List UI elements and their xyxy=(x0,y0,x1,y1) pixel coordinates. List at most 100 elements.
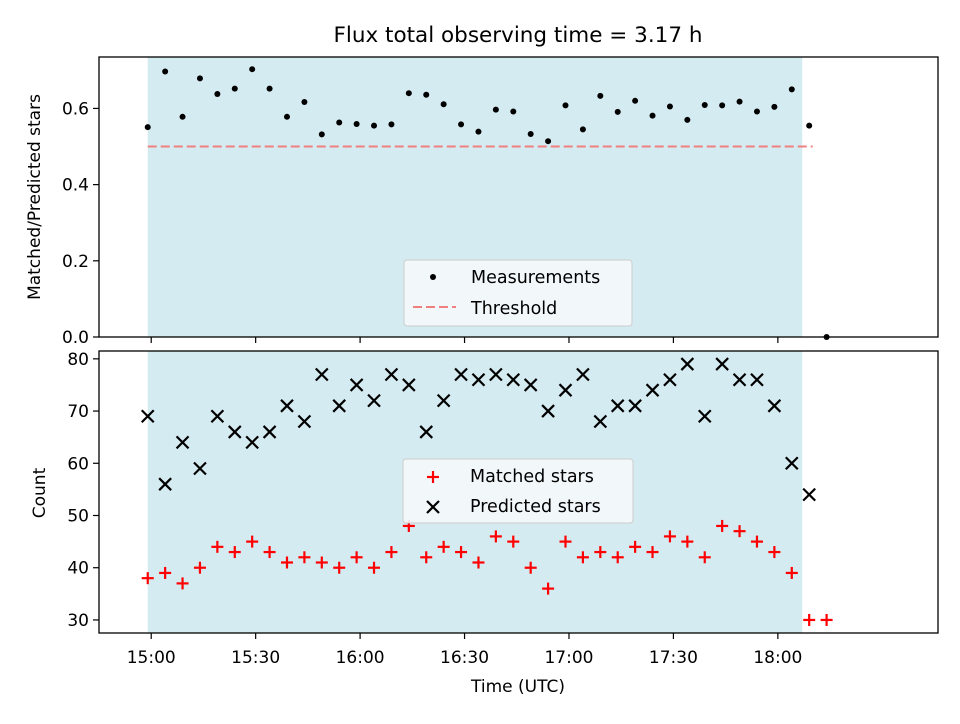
matched-star-point xyxy=(159,566,172,579)
legend-threshold-label: Threshold xyxy=(470,299,557,319)
matched-star-point xyxy=(385,546,398,559)
bottom-y-tick-label: 50 xyxy=(67,507,89,527)
legend-predicted-label: Predicted stars xyxy=(470,497,601,517)
measurement-point xyxy=(162,68,169,75)
measurement-point xyxy=(196,75,203,82)
x-tick-label: 18:00 xyxy=(753,648,802,668)
legend-matched-label: Matched stars xyxy=(470,467,594,487)
measurement-point xyxy=(614,108,621,115)
predicted-star-point xyxy=(663,372,677,387)
predicted-star-point xyxy=(402,378,416,392)
top-plot-frame xyxy=(98,56,939,338)
bottom-panel: 30 40 50 60 70 80 15:00 15:30 16:00 16:30 17:00 17… xyxy=(30,350,939,697)
predicted-star-point xyxy=(767,399,782,413)
measurement-point xyxy=(214,90,221,97)
predicted-star-point xyxy=(506,372,521,387)
legend-predicted-marker xyxy=(426,500,440,514)
matched-star-point xyxy=(228,546,241,559)
matched-star-point xyxy=(785,566,798,579)
top-legend: Measurements Threshold xyxy=(403,259,633,327)
matched-star-point xyxy=(507,535,520,548)
predicted-star-point xyxy=(471,372,486,387)
bottom-legend-box xyxy=(402,458,634,524)
measurement-point xyxy=(684,116,691,123)
measurement-point xyxy=(771,103,778,110)
matched-star-point xyxy=(211,540,224,553)
matched-star-point xyxy=(576,551,589,564)
measurement-point xyxy=(458,121,465,128)
measurement-point xyxy=(283,113,290,120)
predicted-star-point xyxy=(332,399,346,413)
x-tick-label: 16:30 xyxy=(440,648,489,668)
x-tick-label: 15:30 xyxy=(231,648,280,668)
matched-star-point xyxy=(524,561,537,574)
predicted-star-point xyxy=(750,372,764,387)
matched-star-point xyxy=(629,540,642,553)
measurement-point xyxy=(527,130,534,137)
predicted-star-point xyxy=(227,425,242,439)
matched-star-point xyxy=(594,546,607,559)
predicted-star-point xyxy=(541,404,555,418)
predicted-star-point xyxy=(419,425,434,439)
matched-star-point xyxy=(698,551,711,564)
measurement-point xyxy=(249,66,256,73)
bottom-y-tick-label: 80 xyxy=(67,350,89,370)
top-x-ticks xyxy=(150,337,779,343)
matched-star-point xyxy=(472,556,485,569)
predicted-star-point xyxy=(280,399,294,413)
matched-star-point xyxy=(733,525,746,538)
matched-star-point xyxy=(768,546,781,559)
legend-matched-marker xyxy=(427,471,439,483)
predicted-star-point xyxy=(349,378,364,392)
top-y-tick-label: 0.0 xyxy=(62,328,89,348)
matched-star-point xyxy=(176,577,189,590)
predicted-star-point xyxy=(193,461,207,476)
matched-star-point xyxy=(646,546,659,559)
matched-star-point xyxy=(489,530,502,543)
matched-star-point xyxy=(315,556,328,569)
matched-star-point xyxy=(141,572,154,585)
matched-star-point xyxy=(368,561,381,574)
predicted-star-point xyxy=(558,383,573,397)
measurement-point xyxy=(597,92,604,99)
top-y-tick-label: 0.6 xyxy=(62,99,89,119)
x-tick-label: 16:00 xyxy=(336,648,385,668)
legend-matched-plus xyxy=(427,471,439,483)
predicted-star-point xyxy=(384,367,399,382)
bottom-plot-frame xyxy=(98,350,939,634)
matched-star-point xyxy=(193,561,206,574)
measurement-point xyxy=(440,101,447,108)
predicted-star-point xyxy=(175,435,190,450)
measurement-point xyxy=(788,86,795,93)
matched-star-point xyxy=(681,535,694,548)
measurement-point xyxy=(632,97,639,104)
predicted-star-point xyxy=(576,367,590,382)
measurement-point xyxy=(579,126,586,133)
measurement-point xyxy=(405,90,412,97)
measurement-point xyxy=(301,98,308,105)
measurement-point xyxy=(649,112,656,119)
measurement-point xyxy=(388,121,395,128)
measurement-point xyxy=(753,108,760,115)
measurement-point xyxy=(266,85,273,92)
matched-star-point xyxy=(663,530,676,543)
measurement-point xyxy=(353,121,360,128)
matched-star-point xyxy=(820,613,833,626)
measurement-point xyxy=(475,128,482,135)
x-tick-label: 17:30 xyxy=(649,648,698,668)
predicted-star-point xyxy=(785,456,799,471)
measurement-point xyxy=(318,131,325,138)
measurement-point xyxy=(231,85,238,92)
top-y-tick-label: 0.2 xyxy=(62,252,89,272)
legend-measurement-marker xyxy=(430,274,436,280)
predicted-star-point xyxy=(210,409,225,424)
measurement-point xyxy=(562,102,569,109)
bottom-y-tick-label: 40 xyxy=(67,559,89,579)
measurement-point xyxy=(510,108,517,115)
matched-star-point xyxy=(350,551,363,564)
predicted-star-point xyxy=(315,367,329,382)
matched-star-point xyxy=(246,535,259,548)
predicted-star-point xyxy=(802,487,816,502)
matched-star-point xyxy=(263,546,276,559)
